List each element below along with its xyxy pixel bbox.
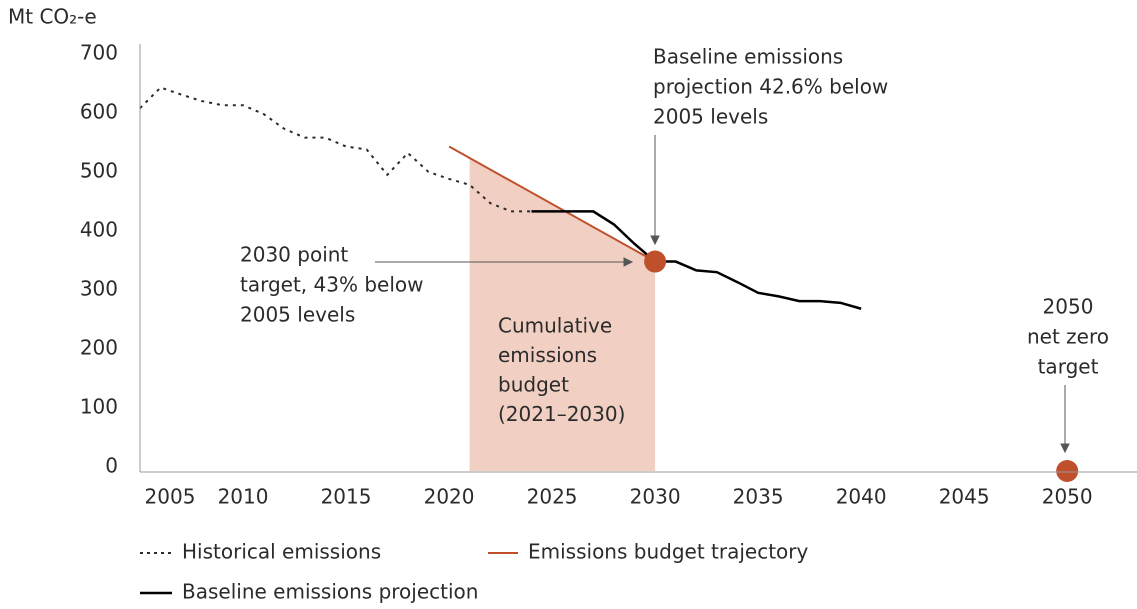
target-point: [644, 250, 667, 273]
x-tick-label: 2025: [527, 485, 578, 509]
y-tick-label: 300: [80, 277, 118, 301]
annotation: Cumulative: [498, 314, 612, 338]
annotation: emissions: [498, 343, 597, 367]
x-tick-label: 2035: [733, 485, 784, 509]
annotation: 2030 point: [240, 243, 348, 267]
y-tick-label: 500: [80, 159, 118, 183]
arrow-head: [650, 235, 660, 246]
annotation: budget: [498, 373, 569, 397]
y-axis-label: Mt CO₂-e: [8, 5, 97, 29]
y-tick-label: 0: [105, 454, 118, 478]
arrow-head: [623, 257, 634, 267]
x-tick-label: 2040: [836, 485, 887, 509]
annotation: target, 43% below: [240, 273, 424, 297]
x-tick-label: 2005: [145, 485, 196, 509]
series-line: [139, 86, 532, 213]
arrow-head: [1060, 443, 1070, 454]
annotation: target: [1038, 355, 1099, 379]
annotation: Baseline emissions: [653, 45, 843, 69]
annotation: 2005 levels: [653, 105, 768, 129]
x-tick-label: 2020: [424, 485, 475, 509]
annotation: projection 42.6% below: [653, 75, 888, 99]
x-tick-label: 2030: [630, 485, 681, 509]
y-tick-label: 200: [80, 336, 118, 360]
series-line: [448, 145, 656, 263]
x-tick-label: 2050: [1042, 485, 1093, 509]
y-tick-label: 400: [80, 218, 118, 242]
y-tick-label: 600: [80, 100, 118, 124]
annotation: (2021–2030): [498, 402, 625, 426]
x-tick-label: 2015: [321, 485, 372, 509]
annotation: net zero: [1027, 325, 1109, 349]
legend-label: Historical emissions: [182, 540, 381, 564]
annotation-arrows: [375, 135, 1070, 454]
y-tick-label: 700: [80, 41, 118, 65]
annotation: 2005 levels: [240, 303, 355, 327]
legend-label: Baseline emissions projection: [182, 580, 478, 604]
x-tick-label: 2010: [218, 485, 269, 509]
target-point: [1056, 460, 1079, 482]
y-tick-label: 100: [80, 395, 118, 419]
x-tick-label: 2045: [939, 485, 990, 509]
annotation: 2050: [1043, 295, 1094, 319]
series-line: [531, 210, 862, 310]
legend-label: Emissions budget trajectory: [528, 540, 809, 564]
